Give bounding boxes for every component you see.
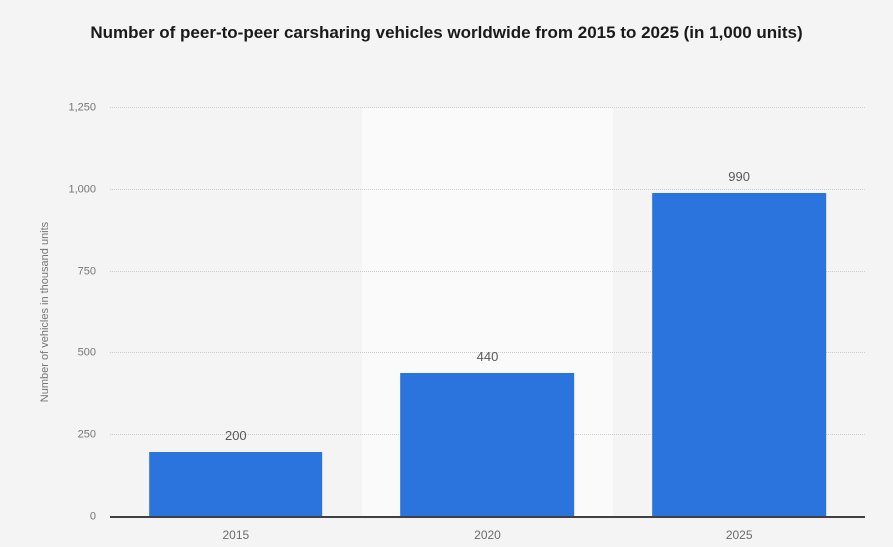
x-tick-label: 2025: [725, 528, 753, 542]
x-tick-label: 2015: [222, 528, 250, 542]
bar-2025[interactable]: [652, 193, 826, 517]
gridline: [110, 107, 865, 108]
bar-2015[interactable]: [149, 451, 323, 517]
y-tick-label: 250: [77, 428, 96, 441]
x-axis: 2015 2020 2025: [110, 517, 865, 547]
bar-value-label: 990: [728, 169, 751, 185]
gridline: [110, 188, 865, 190]
x-axis-line: [110, 516, 865, 518]
chart-title-text: Number of peer-to-peer carsharing vehicl…: [90, 23, 803, 42]
y-axis-ticks: 0 250 500 750 1,000 1,250: [0, 102, 96, 522]
gridline: [110, 352, 865, 354]
bar-value-label: 440: [476, 349, 499, 365]
plot-area: 200 440 990: [110, 107, 865, 518]
y-tick-label: 1,000: [68, 183, 96, 196]
category-band-2015: 200: [110, 108, 362, 517]
y-tick-label: 1,250: [68, 101, 96, 114]
x-tick-label: 2020: [474, 528, 501, 542]
y-tick-label: 500: [77, 346, 96, 359]
bar-value-label: 200: [224, 427, 247, 443]
y-tick-label: 0: [89, 510, 96, 523]
gridline: [110, 270, 865, 272]
y-tick-label: 750: [77, 265, 96, 278]
bar-2020[interactable]: [400, 373, 575, 517]
category-band-2020: 440: [361, 108, 614, 517]
chart-title: Number of peer-to-peer carsharing vehicl…: [0, 19, 893, 47]
category-band-2025: 990: [613, 108, 865, 517]
